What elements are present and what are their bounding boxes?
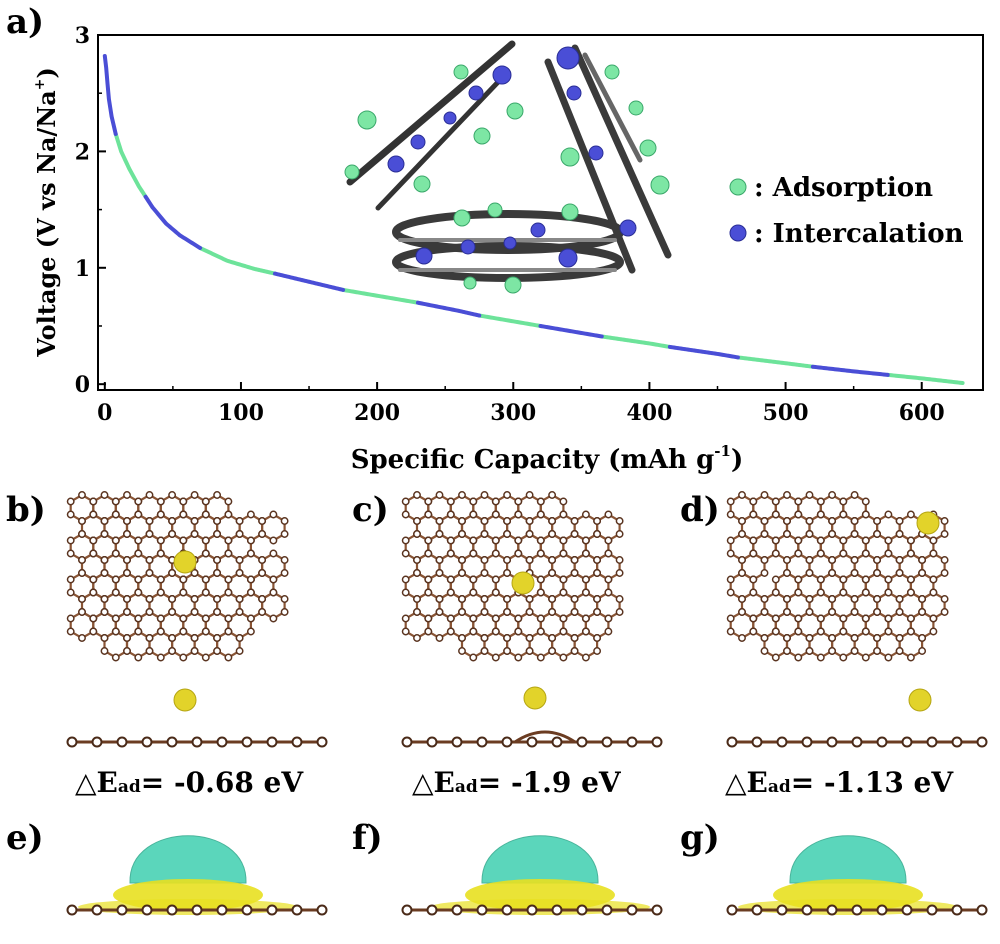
curve-segment-adsorption <box>113 131 148 199</box>
graphene-layer-left <box>346 40 516 211</box>
defect-bump-c <box>514 730 576 744</box>
graphene-side-view-d <box>726 736 988 748</box>
graphene-sodium-inset <box>344 40 672 294</box>
curve-segment-intercalation <box>273 271 346 292</box>
curve-segment-intercalation <box>810 364 890 377</box>
charge-density-panel-f <box>401 835 663 916</box>
curve-segment-intercalation <box>538 323 604 339</box>
legend-intercalation-label: : Intercalation <box>754 219 964 249</box>
legend-adsorption-label: : Adsorption <box>754 173 933 203</box>
curve-segment-adsorption <box>735 355 815 369</box>
x-tick-label: 200 <box>354 400 400 426</box>
y-tick-label: 2 <box>75 139 90 165</box>
panel-label-a: a) <box>6 2 45 42</box>
x-tick-label: 500 <box>763 400 809 426</box>
curve-segment-adsorption <box>599 334 672 349</box>
adsorption-energy-d: △Ead= -1.13 eV <box>725 766 954 799</box>
curve-segment-adsorption <box>477 313 543 328</box>
x-tick-label: 0 <box>97 400 112 426</box>
charge-density-panel-g <box>726 835 988 916</box>
voltage-capacity-chart: 0 100 200 300 400 500 600 0 1 2 3 Specific Capaci… <box>32 23 984 475</box>
adsorption-atoms <box>344 64 670 294</box>
curve-segment-intercalation <box>667 344 740 360</box>
sodium-atom-top-c <box>511 571 535 595</box>
curve-segment-adsorption <box>885 372 965 386</box>
panel-label-c: c) <box>352 490 389 530</box>
panel-label-e: e) <box>6 818 44 858</box>
panel-label-b: b) <box>6 490 46 530</box>
structure-panel-d <box>726 491 988 748</box>
x-tick-label: 400 <box>626 400 672 426</box>
y-axis-label: Voltage (V vs Na/Na+) <box>32 67 61 358</box>
x-axis-label: Specific Capacity (mAh g-1) <box>351 442 744 475</box>
x-tick-label: 600 <box>899 400 945 426</box>
curve-segment-intercalation <box>143 194 203 250</box>
intercalation-atoms <box>387 46 637 268</box>
curve-segment-intercalation <box>415 300 482 318</box>
structure-panel-c <box>401 491 663 748</box>
x-tick-label: 100 <box>218 400 264 426</box>
graphene-top-view-c <box>401 491 624 662</box>
curve-segment-intercalation <box>102 53 118 136</box>
legend: : Adsorption : Intercalation <box>729 173 964 249</box>
sodium-atom-top-b <box>173 550 197 574</box>
legend-adsorption-marker <box>729 178 747 196</box>
panel-label-d: d) <box>680 490 720 530</box>
curve-segment-adsorption <box>198 246 277 276</box>
graphene-side-view-b <box>66 736 328 748</box>
sodium-atom-side-b <box>173 688 197 712</box>
plot-frame <box>97 34 984 391</box>
sodium-atom-side-c <box>523 686 547 710</box>
graphene-side-view-c <box>401 736 663 748</box>
x-tick-label: 300 <box>490 400 536 426</box>
panel-label-g: g) <box>680 818 720 858</box>
structure-panel-b <box>66 491 328 748</box>
y-tick-label: 3 <box>75 23 90 49</box>
adsorption-energy-b: △Ead= -0.68 eV <box>75 766 304 799</box>
graphene-top-view-b <box>66 491 289 662</box>
panel-label-f: f) <box>352 818 383 858</box>
y-tick-label: 0 <box>75 372 90 398</box>
legend-intercalation-marker <box>729 224 747 242</box>
y-tick-label: 1 <box>75 256 90 282</box>
adsorption-energy-c: △Ead= -1.9 eV <box>412 766 621 799</box>
sodium-atom-top-d <box>916 511 940 535</box>
curve-segment-adsorption <box>341 287 420 305</box>
sodium-atom-side-d <box>908 688 932 712</box>
charge-density-panel-e <box>66 835 328 916</box>
graphene-top-view-d <box>726 491 949 662</box>
